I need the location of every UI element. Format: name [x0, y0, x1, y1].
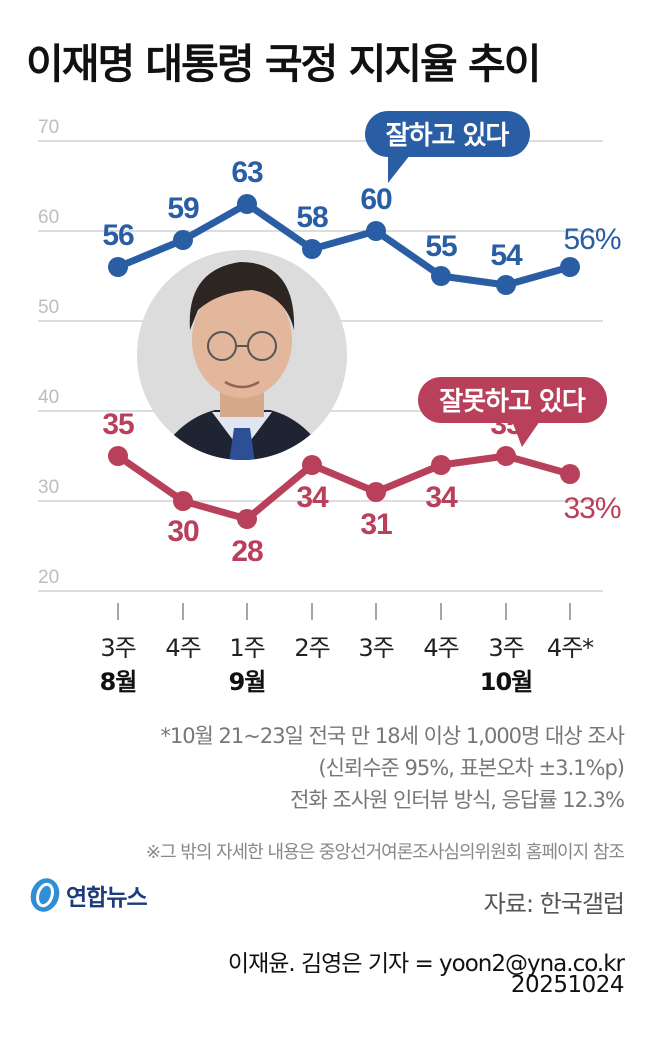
x-axis-month-label: 9월	[228, 668, 267, 696]
survey-note-3: 전화 조사원 인터뷰 방식, 응답률 12.3%	[290, 788, 625, 812]
data-point	[173, 491, 193, 511]
callout-positive: 잘하고 있다	[365, 111, 530, 183]
survey-note-4: ※그 밖의 자세한 내용은 중앙선거여론조사심의위원회 홈페이지 참조	[145, 842, 625, 863]
svg-text:잘못하고 있다: 잘못하고 있다	[439, 387, 586, 417]
x-axis-week-label: 1주	[229, 634, 265, 662]
svg-text:잘하고 있다: 잘하고 있다	[386, 121, 510, 151]
data-point	[366, 221, 386, 241]
data-value-label: 56%	[563, 223, 620, 256]
byline: 이재윤. 김영은 기자 = yoon2@yna.co.kr	[227, 951, 625, 977]
data-value-label: 60	[360, 183, 392, 216]
data-value-label: 59	[167, 192, 199, 225]
data-point	[173, 230, 193, 250]
y-axis-ticks: 70 60 50 40 30 20	[38, 117, 59, 588]
y-tick-label: 20	[38, 567, 59, 588]
series-positive: 56 59 63 58 60 55 54 56%	[102, 156, 622, 295]
data-point	[237, 509, 257, 529]
data-value-label: 34	[425, 481, 458, 514]
publish-date: 20251024	[510, 972, 625, 998]
x-axis-week-label: 3주	[100, 634, 136, 662]
data-point	[108, 257, 128, 277]
data-value-label: 35	[102, 408, 134, 441]
data-value-label: 30	[167, 515, 199, 548]
data-value-label: 63	[231, 156, 263, 189]
y-tick-label: 30	[38, 477, 59, 498]
y-tick-label: 60	[38, 207, 59, 228]
data-value-label: 55	[425, 230, 457, 263]
x-axis-week-label: 2주	[294, 634, 330, 662]
callout-negative: 잘못하고 있다	[418, 377, 607, 447]
data-point	[302, 239, 322, 259]
data-point	[302, 455, 322, 475]
data-value-label: 56	[102, 219, 134, 252]
data-point	[237, 194, 257, 214]
x-axis-week-label: 4주	[423, 634, 459, 662]
data-value-label: 31	[360, 508, 392, 541]
data-value-label: 58	[296, 201, 328, 234]
data-value-label: 33%	[563, 492, 620, 525]
data-point	[431, 455, 451, 475]
data-point	[108, 446, 128, 466]
y-tick-label: 50	[38, 297, 59, 318]
yonhap-logo: 연합뉴스	[28, 876, 148, 914]
data-point	[496, 275, 516, 295]
x-axis-month-label: 10월	[479, 668, 533, 696]
data-value-label: 28	[231, 535, 263, 568]
page-title: 이재명 대통령 국정 지지율 추이	[26, 40, 541, 88]
portrait-photo	[137, 250, 347, 460]
x-axis-week-label: 3주	[488, 634, 524, 662]
line-chart: 70 60 50 40 30 20 56 59 63 58 60 55 54 56% 35 30 28 34 3…	[38, 111, 622, 620]
data-point	[560, 257, 580, 277]
data-value-label: 34	[296, 481, 329, 514]
y-tick-label: 70	[38, 117, 59, 138]
data-source: 자료: 한국갤럽	[483, 890, 625, 918]
yonhap-logo-icon	[30, 878, 60, 912]
x-axis-ticks	[117, 603, 571, 620]
data-point	[431, 266, 451, 286]
data-point	[560, 464, 580, 484]
survey-note-1: *10월 21~23일 전국 만 18세 이상 1,000명 대상 조사	[160, 724, 625, 748]
survey-note-2: (신뢰수준 95%, 표본오차 ±3.1%p)	[318, 756, 625, 780]
data-point	[366, 482, 386, 502]
data-point	[496, 446, 516, 466]
y-tick-label: 40	[38, 387, 59, 408]
x-axis-week-label: 4주*	[546, 634, 594, 662]
x-axis-week-label: 4주	[165, 634, 201, 662]
logo-text: 연합뉴스	[66, 885, 148, 911]
data-value-label: 54	[490, 239, 523, 272]
x-axis-month-label: 8월	[99, 668, 138, 696]
x-axis-week-label: 3주	[358, 634, 394, 662]
